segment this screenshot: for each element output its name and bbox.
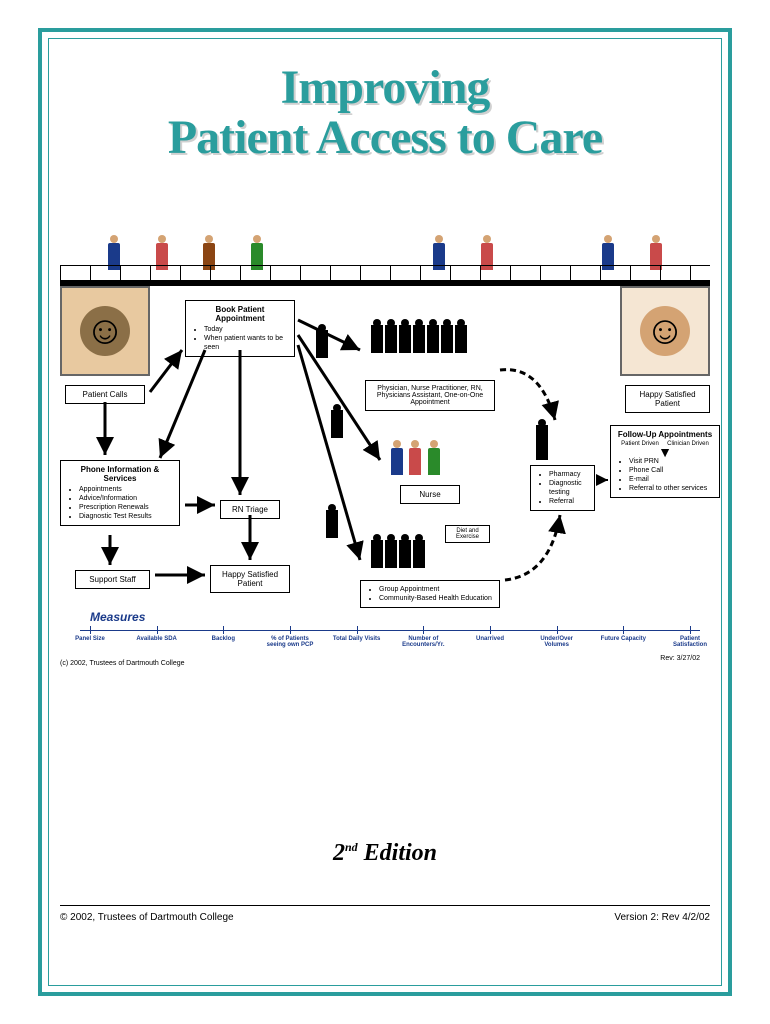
bridge-deck — [60, 280, 710, 286]
measure-tick — [223, 626, 224, 634]
measure-label: Panel Size — [65, 636, 115, 642]
diagram-copyright: (c) 2002, Trustees of Dartmouth College — [60, 660, 185, 667]
walker-silhouette — [315, 330, 329, 363]
title-line-1: Improving — [50, 60, 720, 115]
title-line-2: Patient Access to Care — [50, 110, 720, 165]
footer-version: Version 2: Rev 4/2/02 — [614, 912, 710, 923]
flow-arrows — [60, 310, 720, 630]
edition-label: 2nd Edition — [333, 840, 437, 867]
bridge-rail — [60, 265, 710, 280]
measure-tick — [290, 626, 291, 634]
title-block: Improving Patient Access to Care — [50, 60, 720, 165]
measure-label: Available SDA — [132, 636, 182, 642]
walker-silhouette — [330, 410, 344, 443]
measures-label: Measures — [90, 610, 145, 624]
measure-tick — [423, 626, 424, 634]
measure-label: Backlog — [198, 636, 248, 642]
measure-label: Future Capacity — [598, 636, 648, 642]
bridge — [60, 230, 710, 310]
measure-tick — [90, 626, 91, 634]
measure-tick — [690, 626, 691, 634]
measure-label: Under/Over Volumes — [532, 636, 582, 648]
measure-label: Patient Satisfaction — [665, 636, 715, 648]
measure-tick — [557, 626, 558, 634]
measure-label: % of Patients seeing own PCP — [265, 636, 315, 648]
measure-label: Unarrived — [465, 636, 515, 642]
edition-word: Edition — [358, 840, 437, 866]
footer-divider — [60, 905, 710, 906]
measure-tick — [623, 626, 624, 634]
flowchart-diagram: Patient Calls Book Patient Appointment T… — [60, 230, 710, 730]
walker-silhouette — [325, 510, 339, 543]
flow-area: Patient Calls Book Patient Appointment T… — [60, 310, 710, 730]
measures-axis — [80, 630, 700, 631]
measure-tick — [357, 626, 358, 634]
edition-suffix: nd — [345, 840, 358, 854]
footer-copyright: © 2002, Trustees of Dartmouth College — [60, 912, 234, 923]
measure-tick — [157, 626, 158, 634]
measure-tick — [490, 626, 491, 634]
measure-label: Number of Encounters/Yr. — [398, 636, 448, 648]
measure-label: Total Daily Visits — [332, 636, 382, 642]
edition-num: 2 — [333, 840, 345, 866]
diagram-rev: Rev: 3/27/02 — [660, 655, 700, 662]
